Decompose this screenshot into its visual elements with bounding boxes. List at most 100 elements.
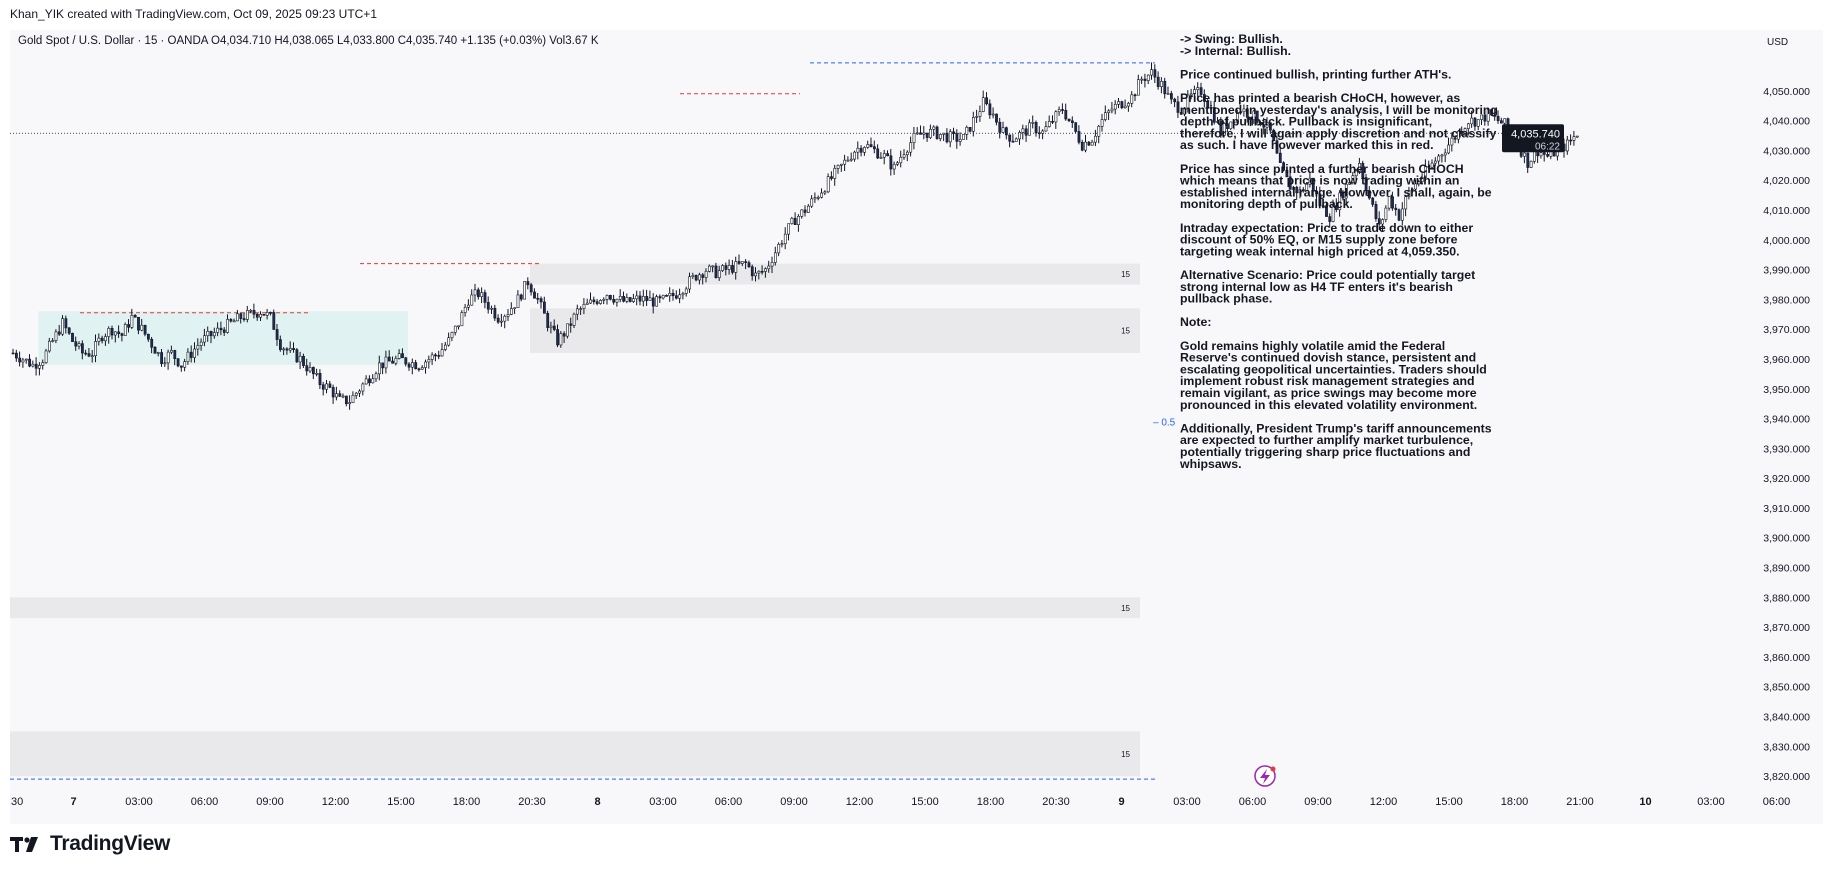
candle xyxy=(1470,110,1474,128)
candle xyxy=(1090,139,1094,146)
candle xyxy=(602,297,606,305)
candle xyxy=(153,346,157,354)
candle xyxy=(302,353,305,368)
candle xyxy=(975,109,979,123)
candle xyxy=(1377,211,1381,231)
annotation-line: Price has printed a bearish CHoCH, howev… xyxy=(1180,91,1460,105)
candle xyxy=(500,313,503,327)
candle xyxy=(625,293,629,304)
candle xyxy=(1282,161,1286,172)
candle xyxy=(1460,126,1464,136)
annotation-line: targeting weak internal high priced at 4… xyxy=(1180,244,1460,258)
candle xyxy=(44,348,48,364)
x-axis[interactable]: :30 7 03:00 06:00 09:00 12:00 15:00 18:00 20:30 8… xyxy=(8,796,1790,808)
candle xyxy=(519,293,523,302)
candle xyxy=(41,359,45,370)
annotation-line: monitoring depth of pullback. xyxy=(1180,197,1353,211)
annotation-line: Price has since printed a further bearis… xyxy=(1180,162,1464,176)
candle xyxy=(816,195,820,201)
candle xyxy=(203,328,206,347)
candle xyxy=(1229,121,1233,131)
y-tick-label: 3,990.000 xyxy=(1763,265,1810,277)
candle xyxy=(750,264,754,281)
annotation-line: which means that price is now trading wi… xyxy=(1179,174,1459,188)
candle xyxy=(1209,100,1213,111)
candle xyxy=(354,392,358,399)
candle xyxy=(744,259,748,270)
candle xyxy=(391,356,395,364)
candle xyxy=(612,294,616,305)
candle xyxy=(1344,180,1348,205)
candle xyxy=(1275,135,1279,154)
candle xyxy=(401,348,404,359)
candle xyxy=(1179,107,1183,116)
x-tick-label: 03:00 xyxy=(1173,796,1201,808)
candle xyxy=(1034,120,1038,137)
candle xyxy=(1130,91,1134,108)
candle xyxy=(1120,100,1124,110)
candle xyxy=(830,171,833,181)
candle xyxy=(397,349,401,360)
candle xyxy=(341,393,345,399)
candle xyxy=(476,287,480,300)
candle xyxy=(539,296,543,309)
candle xyxy=(546,310,550,332)
candle xyxy=(1348,181,1352,185)
candle xyxy=(803,205,807,217)
symbol-info-line[interactable]: Gold Spot / U.S. Dollar · 15 · OANDA O4,… xyxy=(18,35,599,47)
annotation-line: as such. I have however marked this in r… xyxy=(1180,138,1434,152)
candle xyxy=(810,195,814,208)
footer-logo: TradingView xyxy=(10,832,170,856)
candle xyxy=(1354,169,1358,183)
candle xyxy=(51,338,55,343)
candle xyxy=(453,325,457,336)
candle xyxy=(467,299,470,311)
y-tick-label: 3,830.000 xyxy=(1763,741,1810,753)
candle xyxy=(18,351,22,367)
candle xyxy=(1496,110,1500,124)
annotation-line: Gold remains highly volatile amid the Fe… xyxy=(1180,339,1445,353)
x-tick-label: 7 xyxy=(70,796,76,808)
candle xyxy=(797,214,800,232)
candle xyxy=(457,325,461,330)
candle xyxy=(523,281,527,300)
candle xyxy=(896,161,899,167)
candle xyxy=(209,330,213,344)
candle xyxy=(952,127,956,140)
candle xyxy=(1490,108,1493,116)
candle xyxy=(470,289,474,306)
candle xyxy=(1387,196,1391,211)
candle xyxy=(140,318,144,332)
x-tick-label: 9 xyxy=(1118,796,1124,808)
currency-label[interactable]: USD xyxy=(1767,37,1788,48)
y-axis[interactable]: 4,050.000 4,040.000 4,030.000 4,020.000 4,01… xyxy=(1502,86,1810,783)
candle xyxy=(1493,108,1497,121)
x-tick-label: 06:00 xyxy=(191,796,219,808)
x-tick-label: 15:00 xyxy=(1435,796,1463,808)
candle xyxy=(635,290,639,306)
zones-layer: 15 15 15 15 xyxy=(10,263,1140,777)
candle xyxy=(1351,171,1355,185)
candle xyxy=(995,113,998,126)
candle xyxy=(298,351,302,370)
candle xyxy=(1150,62,1154,80)
y-tick-label: 4,040.000 xyxy=(1763,116,1810,128)
bar-countdown: 06:22 xyxy=(1535,141,1560,152)
candle xyxy=(948,129,952,148)
candlestick-chart[interactable]: 15 15 15 15 – 0.5 4,050.000 4,040.000 4,030.0… xyxy=(8,30,1823,824)
internal-range-box xyxy=(38,311,409,365)
candle xyxy=(1047,115,1051,128)
candle xyxy=(28,354,32,368)
candle xyxy=(275,324,279,346)
candle xyxy=(645,289,649,307)
alert-bolt-icon[interactable] xyxy=(1254,765,1276,787)
candle xyxy=(529,282,533,296)
x-tick-label: 09:00 xyxy=(780,796,808,808)
annotation-line: pullback phase. xyxy=(1180,292,1272,306)
candle xyxy=(1328,213,1332,228)
candle xyxy=(1021,124,1025,140)
candle xyxy=(922,126,926,140)
candle xyxy=(1156,71,1160,90)
candle xyxy=(1113,100,1117,115)
candle xyxy=(1097,124,1101,144)
